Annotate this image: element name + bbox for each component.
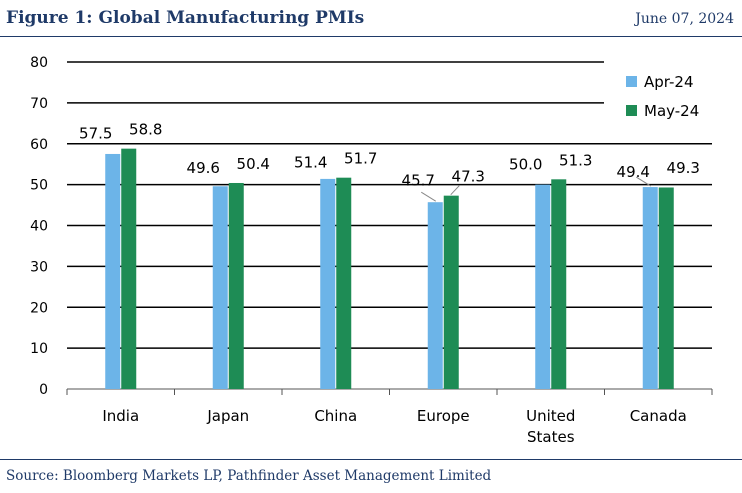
x-category-label: Europe bbox=[417, 407, 470, 425]
data-label-apr: 57.5 bbox=[79, 125, 112, 143]
x-category-label: United bbox=[526, 407, 575, 425]
bar-apr bbox=[212, 186, 228, 389]
y-tick-label: 50 bbox=[30, 178, 48, 194]
figure-title: Figure 1: Global Manufacturing PMIs bbox=[6, 8, 365, 28]
y-tick-label: 30 bbox=[30, 259, 48, 275]
bar-apr bbox=[535, 184, 551, 389]
label-leader-line bbox=[450, 185, 460, 196]
data-label-may: 51.7 bbox=[344, 150, 377, 168]
data-label-apr: 51.4 bbox=[294, 154, 327, 172]
y-tick-label: 80 bbox=[30, 55, 48, 71]
y-tick-label: 60 bbox=[30, 137, 48, 153]
bar-may bbox=[658, 187, 674, 389]
bar-may bbox=[443, 195, 459, 389]
footer-divider bbox=[0, 459, 742, 460]
label-leader-line bbox=[420, 191, 437, 202]
data-label-apr: 45.7 bbox=[402, 172, 435, 190]
title-bar: Figure 1: Global Manufacturing PMIs June… bbox=[0, 0, 742, 36]
legend-label-may: May-24 bbox=[644, 102, 699, 120]
x-category-label: Canada bbox=[630, 407, 687, 425]
report-date: June 07, 2024 bbox=[635, 11, 734, 27]
bar-apr bbox=[642, 187, 658, 389]
bar-may bbox=[336, 177, 352, 389]
bar-apr bbox=[105, 153, 121, 389]
legend-label-apr: Apr-24 bbox=[644, 73, 694, 91]
data-label-apr: 49.4 bbox=[617, 163, 650, 181]
x-category-label: China bbox=[314, 407, 357, 425]
y-tick-label: 70 bbox=[30, 96, 48, 112]
bar-may bbox=[121, 148, 137, 389]
bar-apr bbox=[427, 202, 443, 389]
data-label-may: 47.3 bbox=[452, 168, 485, 186]
data-label-apr: 49.6 bbox=[187, 159, 220, 177]
y-tick-label: 40 bbox=[30, 219, 48, 235]
source-note: Source: Bloomberg Markets LP, Pathfinder… bbox=[6, 468, 492, 484]
x-category-label: Japan bbox=[206, 407, 249, 425]
data-label-may: 58.8 bbox=[129, 121, 162, 139]
y-tick-label: 20 bbox=[30, 300, 48, 316]
x-category-label: States bbox=[527, 428, 575, 446]
x-category-label: India bbox=[102, 407, 139, 425]
data-label-may: 49.3 bbox=[667, 159, 700, 177]
data-label-may: 50.4 bbox=[237, 155, 270, 173]
bar-apr bbox=[320, 178, 336, 389]
data-label-may: 51.3 bbox=[559, 151, 592, 169]
data-label-apr: 50.0 bbox=[509, 155, 542, 173]
bar-may bbox=[551, 179, 567, 389]
header-divider bbox=[0, 36, 742, 37]
bar-may bbox=[228, 182, 244, 389]
legend-swatch-may bbox=[626, 105, 637, 116]
y-tick-label: 0 bbox=[39, 382, 48, 398]
y-tick-label: 10 bbox=[30, 341, 48, 357]
legend-swatch-apr bbox=[626, 76, 637, 87]
label-leader-line bbox=[635, 176, 652, 187]
